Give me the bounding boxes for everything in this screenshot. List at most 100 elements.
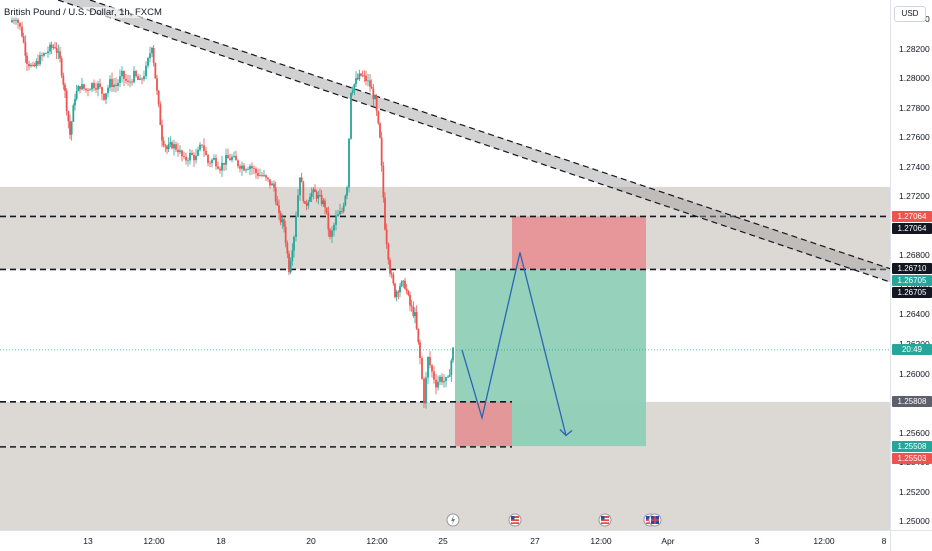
- candle-body: [380, 137, 383, 166]
- candle-body: [320, 195, 323, 205]
- candle-body: [319, 195, 321, 196]
- candle-body: [399, 286, 401, 293]
- gb-flag-icon[interactable]: [648, 513, 662, 527]
- candle-body: [41, 55, 43, 56]
- candle-body: [431, 365, 433, 372]
- currency-button[interactable]: USD: [894, 6, 926, 22]
- candle-body: [331, 230, 333, 237]
- candle-body: [65, 90, 68, 112]
- candle-body: [249, 166, 251, 170]
- candle-body: [109, 79, 111, 88]
- candle-body: [392, 274, 395, 284]
- candle-body: [389, 259, 391, 274]
- price-tick-label: 1.25600: [899, 427, 930, 438]
- candle-body: [81, 84, 83, 90]
- candle-body: [221, 162, 223, 171]
- candle-body: [247, 169, 249, 171]
- price-tag: 1.25508: [892, 440, 932, 452]
- candle-body: [19, 22, 21, 27]
- candle-body: [45, 53, 47, 54]
- price-tick-label: 1.26000: [899, 368, 930, 379]
- candle-body: [72, 105, 75, 122]
- candle-body: [395, 291, 398, 298]
- candle-body: [439, 376, 441, 382]
- candle-body: [269, 179, 271, 186]
- candle-body: [85, 88, 87, 91]
- price-tick-label: 1.28200: [899, 43, 930, 54]
- candle-body: [52, 47, 55, 48]
- candle-body: [111, 79, 113, 88]
- candle-body: [97, 83, 99, 90]
- axis-corner: [890, 530, 932, 551]
- candle-body: [377, 111, 380, 124]
- candle-body: [344, 195, 347, 206]
- candle-body: [412, 306, 415, 317]
- candle-body: [263, 175, 265, 176]
- candle-body: [91, 83, 93, 90]
- candle-body: [187, 160, 189, 162]
- candle-body: [445, 377, 447, 382]
- candle-body: [121, 70, 123, 77]
- time-tick-label: 18: [216, 536, 226, 546]
- projection-arrow[interactable]: [461, 252, 573, 437]
- candle-body: [257, 173, 259, 176]
- time-axis[interactable]: 13 12:00 18 20 12:00 25 27 12:00 Apr 3 12:00 8: [0, 530, 890, 551]
- candle-body: [159, 104, 162, 125]
- us-flag-icon[interactable]: [598, 513, 612, 527]
- candle-body: [191, 152, 193, 156]
- channel-upper-line: [89, 0, 890, 270]
- trendline-channel[interactable]: [57, 0, 890, 283]
- candle-body: [62, 75, 65, 85]
- candle-body: [37, 61, 39, 65]
- candle-body: [288, 253, 290, 273]
- candle-body: [143, 76, 145, 80]
- time-tick-label: 12:00: [143, 536, 165, 546]
- candle-body: [324, 200, 326, 208]
- candle-body: [351, 90, 354, 93]
- candle-body: [414, 312, 416, 317]
- price-tag: 1.26710: [892, 263, 932, 275]
- candle-body: [11, 20, 13, 23]
- price-axis[interactable]: 1.284001.282001.280001.278001.276001.274…: [890, 0, 932, 530]
- us-flag-icon[interactable]: [508, 513, 522, 527]
- candle-body: [149, 53, 151, 59]
- candle-body: [372, 88, 375, 100]
- candle-body: [443, 381, 445, 383]
- candle-body: [47, 51, 49, 54]
- economic-events-layer[interactable]: [446, 513, 662, 527]
- projection-path: [461, 252, 567, 436]
- candle-body: [213, 158, 215, 160]
- candle-body: [452, 347, 454, 361]
- price-chart[interactable]: [0, 0, 890, 530]
- lightning-glyph: [451, 515, 455, 525]
- candle-body: [175, 144, 177, 150]
- lightning-icon[interactable]: [446, 513, 460, 527]
- candle-body: [365, 75, 367, 82]
- candle-body: [397, 291, 400, 293]
- candle-body: [417, 328, 420, 343]
- time-tick-label: 25: [438, 536, 448, 546]
- candle-body: [169, 142, 172, 145]
- candle-body: [75, 91, 78, 100]
- candle-body: [237, 160, 239, 167]
- candle-body: [39, 55, 41, 65]
- candle-body: [171, 142, 173, 149]
- candle-body: [279, 212, 282, 223]
- candle-body: [162, 140, 165, 146]
- candle-body: [314, 189, 316, 192]
- candle-body: [107, 87, 109, 94]
- candle-body: [154, 62, 157, 79]
- candle-body: [215, 158, 217, 167]
- channel-lower-line: [57, 0, 890, 283]
- chart-title: British Pound / U.S. Dollar, 1h, FXCM: [4, 7, 162, 18]
- candle-body: [293, 236, 295, 251]
- time-tick-label: 20: [306, 536, 316, 546]
- candle-body: [113, 84, 115, 88]
- candle-body: [435, 379, 437, 388]
- candle-body: [161, 124, 163, 141]
- candle-body: [59, 51, 61, 59]
- price-tick-label: 1.26200: [899, 339, 930, 349]
- resistance-zone: [0, 186, 890, 270]
- candle-body: [93, 83, 95, 89]
- candle-body: [286, 243, 289, 254]
